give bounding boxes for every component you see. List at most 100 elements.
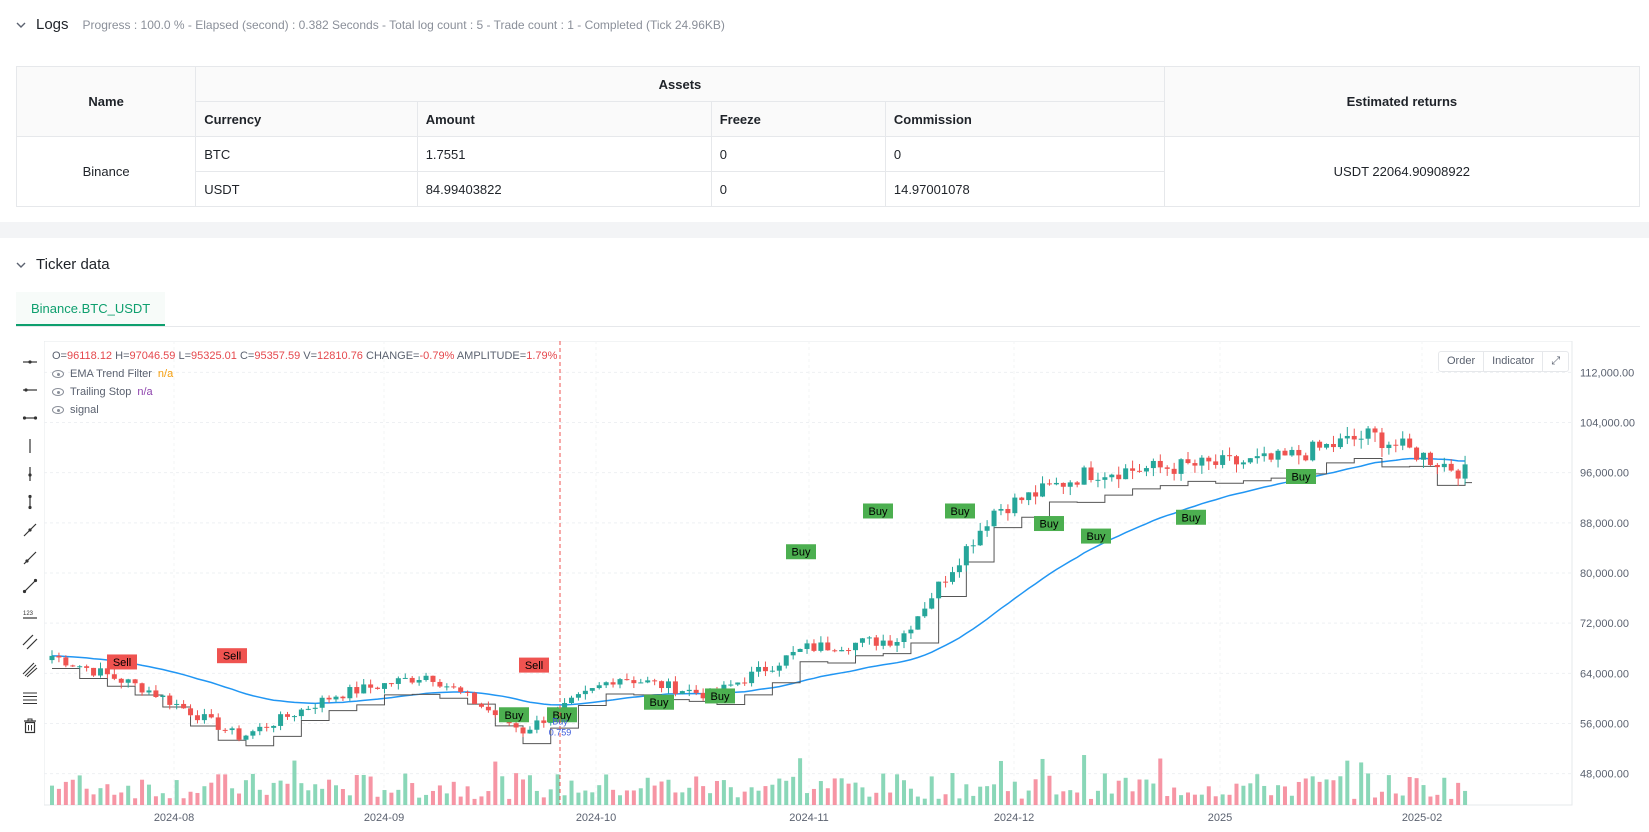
vertical-segment-tool-icon[interactable]: [18, 488, 42, 516]
volume-bar: [56, 788, 61, 805]
ohlc-volume: 12810.76: [317, 350, 363, 362]
eye-icon[interactable]: [52, 406, 64, 414]
ohlc-amplitude: 1.79%: [526, 350, 558, 362]
volume-bar: [652, 785, 657, 805]
candle-body: [1137, 470, 1143, 472]
tab-binance-btc-usdt[interactable]: Binance.BTC_USDT: [16, 292, 166, 326]
candle-body: [312, 707, 318, 709]
volume-bar: [320, 788, 325, 805]
candlestick-chart-svg[interactable]: 112,000.00 104,000.00 96,000.00 88,000.00 80…: [43, 340, 1638, 825]
candle-body: [541, 720, 547, 723]
volume-bar: [1005, 791, 1010, 805]
volume-bar: [735, 797, 740, 805]
cell-currency: BTC: [195, 136, 418, 172]
candle-body: [929, 598, 935, 609]
candle-body: [880, 640, 886, 646]
y-tick-label: 72,000.00: [1580, 618, 1629, 630]
signal-marker-box: [705, 688, 735, 704]
fibonacci-retracement-tool-icon[interactable]: [18, 684, 42, 712]
volume-bar: [611, 789, 616, 805]
candle-body: [859, 638, 865, 643]
trend-line-tool-icon[interactable]: [18, 516, 42, 544]
candle-body: [1344, 435, 1350, 439]
parallel-channel-tool-icon[interactable]: [18, 628, 42, 656]
volume-bar: [1366, 773, 1371, 805]
volume-bar: [701, 786, 706, 805]
volume-bar: [888, 792, 893, 805]
volume-bar: [1012, 781, 1017, 805]
candle-body: [1150, 460, 1156, 469]
candle-body: [291, 716, 297, 718]
volume-bar: [105, 784, 110, 805]
trash-icon[interactable]: [18, 712, 42, 740]
candle-body: [194, 715, 200, 721]
volume-bar: [680, 792, 685, 805]
volume-bar: [1428, 796, 1433, 805]
volume-bar: [264, 794, 269, 805]
volume-bar: [444, 793, 449, 805]
volume-bar: [1262, 785, 1267, 805]
signal-marker-box: [786, 544, 816, 560]
volume-bar: [237, 793, 242, 805]
candle-body: [70, 665, 76, 667]
legend-trailing-stop[interactable]: Trailing Stop n/a: [52, 386, 153, 398]
candle-body: [97, 668, 103, 676]
candle-body: [1109, 474, 1115, 478]
volume-bar: [1373, 797, 1378, 805]
logs-header[interactable]: Logs Progress : 100.0 % - Elapsed (secon…: [16, 16, 725, 33]
volume-bar: [1227, 794, 1232, 805]
volume-bar: [514, 773, 519, 805]
fibonacci-fan-tool-icon[interactable]: [18, 656, 42, 684]
volume-bar: [1109, 793, 1114, 805]
eye-icon[interactable]: [52, 370, 64, 378]
vertical-ray-tool-icon[interactable]: [18, 460, 42, 488]
candle-body: [1268, 453, 1274, 460]
x-tick-label: 2024-08: [154, 812, 194, 824]
candle-body: [167, 695, 173, 705]
trend-ray-tool-icon[interactable]: [18, 544, 42, 572]
price-chart[interactable]: 112,000.00 104,000.00 96,000.00 88,000.00 80…: [43, 340, 1638, 830]
segment-tool-icon[interactable]: [18, 572, 42, 600]
horizontal-line-tool-icon[interactable]: [18, 348, 42, 376]
cell-amount: 84.99403822: [416, 171, 712, 207]
price-label-tool-icon[interactable]: 123: [18, 600, 42, 628]
volume-bar: [742, 791, 747, 805]
volume-bar: [486, 791, 491, 805]
candle-body: [1192, 463, 1198, 466]
col-assets-header: Assets: [195, 66, 1165, 102]
volume-bar: [1338, 776, 1343, 805]
volume-bar: [583, 790, 588, 805]
ticker-header[interactable]: Ticker data: [16, 256, 110, 273]
volume-bar: [936, 798, 941, 805]
candle-body: [1296, 449, 1302, 456]
candle-body: [562, 702, 568, 709]
candle-body: [894, 641, 900, 646]
volume-bar: [756, 790, 761, 805]
subcol-currency: Currency: [195, 101, 418, 137]
fullscreen-icon[interactable]: ⤢: [1551, 355, 1561, 367]
legend-signal[interactable]: signal: [52, 404, 99, 416]
chevron-down-icon[interactable]: [16, 260, 26, 270]
order-button[interactable]: Order: [1439, 352, 1485, 371]
volume-bar: [971, 795, 976, 805]
chevron-down-icon[interactable]: [16, 20, 26, 30]
candle-body: [444, 686, 450, 688]
horizontal-ray-tool-icon[interactable]: [18, 376, 42, 404]
vertical-line-tool-icon[interactable]: [18, 432, 42, 460]
signal-marker-box: [1286, 469, 1316, 484]
col-name-header: Name: [15, 66, 197, 137]
indicator-button[interactable]: Indicator: [1484, 352, 1544, 371]
volume-bar: [306, 790, 311, 805]
volume-bar: [763, 786, 768, 805]
volume-bar: [257, 789, 262, 805]
volume-bar: [472, 798, 477, 805]
volume-bar: [1179, 795, 1184, 805]
candle-body: [174, 703, 180, 705]
volume-bar: [721, 780, 726, 805]
eye-icon[interactable]: [52, 388, 64, 396]
volume-bar: [396, 789, 401, 805]
candle-body: [1102, 477, 1108, 480]
signal-label: Buy: [1182, 512, 1201, 524]
legend-ema-trend-filter[interactable]: EMA Trend Filter n/a: [52, 368, 173, 380]
horizontal-segment-tool-icon[interactable]: [18, 404, 42, 432]
